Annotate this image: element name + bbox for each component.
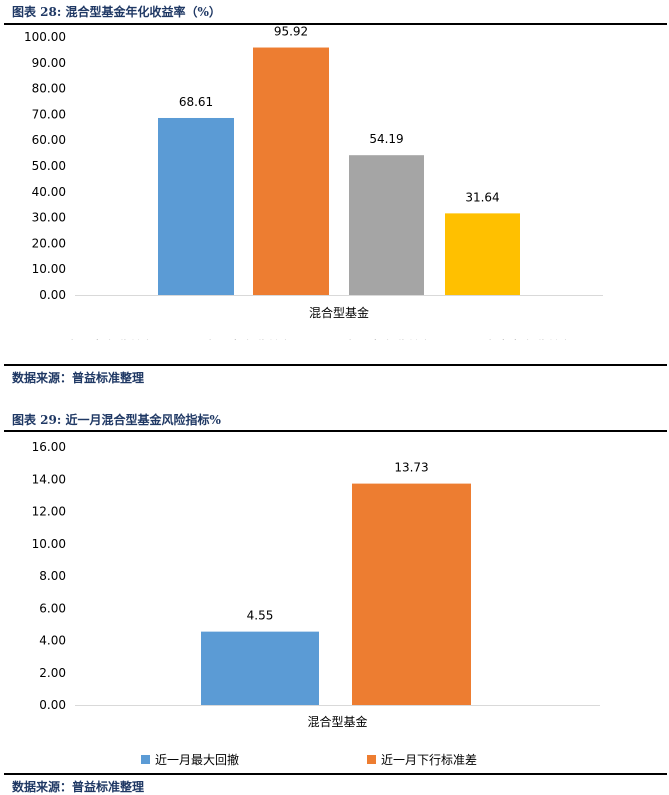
y-tick-label: 2.00 xyxy=(39,666,66,680)
legend-label: 近6月年化收益率 xyxy=(340,338,432,340)
y-tick-label: 10.00 xyxy=(32,262,66,276)
y-tick-label: 14.00 xyxy=(32,472,66,486)
bar-2 xyxy=(352,483,471,705)
y-tick-label: 8.00 xyxy=(39,569,66,583)
y-tick-label: 10.00 xyxy=(32,537,66,551)
x-category-label: 混合型基金 xyxy=(309,305,369,320)
y-tick-label: 70.00 xyxy=(32,107,66,121)
y-tick-label: 80.00 xyxy=(32,82,66,96)
bar-4 xyxy=(445,213,520,295)
bar-2 xyxy=(253,47,329,296)
chart1-title: 图表 28: 混合型基金年化收益率（%） xyxy=(12,5,221,19)
divider xyxy=(4,23,667,25)
legend-label: 近一月最大回撤 xyxy=(155,752,239,767)
y-tick-label: 6.00 xyxy=(39,601,66,615)
data-label: 31.64 xyxy=(465,190,499,204)
bar-3 xyxy=(349,155,424,295)
legend-swatch xyxy=(367,755,376,764)
y-tick-label: 16.00 xyxy=(32,440,66,454)
data-label: 68.61 xyxy=(179,95,213,109)
y-tick-label: 0.00 xyxy=(39,698,66,712)
legend-label: 近一月下行标准差 xyxy=(381,753,477,767)
data-label: 4.55 xyxy=(247,609,274,623)
y-tick-label: 60.00 xyxy=(32,133,66,147)
bar-1 xyxy=(201,631,319,705)
legend-label: 近1月年化收益率 xyxy=(62,338,154,340)
y-tick-label: 20.00 xyxy=(32,236,66,250)
y-tick-label: 12.00 xyxy=(32,505,66,519)
data-label: 95.92 xyxy=(274,25,308,39)
y-tick-label: 30.00 xyxy=(32,211,66,225)
chart1-plot: 0.00 10.00 20.00 30.00 40.00 50.00 60.00 70.00 8… xyxy=(24,25,603,340)
divider xyxy=(4,773,667,775)
bar-1 xyxy=(158,117,234,295)
chart2-title: 图表 29: 近一月混合型基金风险指标% xyxy=(12,413,221,427)
y-tick-label: 90.00 xyxy=(32,56,66,70)
divider xyxy=(4,364,667,366)
y-tick-label: 50.00 xyxy=(32,159,66,173)
data-label: 13.73 xyxy=(394,461,428,475)
legend-label: 近3月年化收益率 xyxy=(200,338,292,340)
y-tick-label: 4.00 xyxy=(39,634,66,648)
x-category-label: 混合型基金 xyxy=(307,714,367,729)
legend-label: 近1年年化收益率 xyxy=(480,338,572,340)
y-tick-label: 100.00 xyxy=(24,30,66,44)
chart2-source: 数据来源：普益标准整理 xyxy=(12,780,145,794)
y-tick-label: 40.00 xyxy=(32,185,66,199)
data-label: 54.19 xyxy=(369,132,403,146)
divider xyxy=(4,430,667,432)
legend-swatch xyxy=(141,755,150,764)
y-tick-label: 0.00 xyxy=(39,288,66,302)
chart1-source: 数据来源：普益标准整理 xyxy=(12,371,145,385)
chart2-plot: 0.00 2.00 4.00 6.00 8.00 10.00 12.00 14.00 16.00… xyxy=(32,440,600,767)
